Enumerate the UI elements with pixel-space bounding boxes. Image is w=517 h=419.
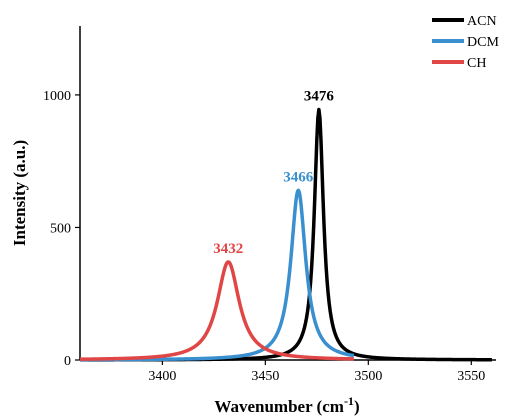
y-tick-label: 1000 [43, 89, 71, 104]
y-tick-label: 0 [64, 354, 71, 369]
peak-label-dcm: 3466 [283, 169, 314, 185]
series-line-ch [78, 260, 355, 361]
peak-labels: 3476 3466 3432 [213, 89, 334, 257]
peak-label-acn: 3476 [304, 89, 335, 105]
axis-ticks: 3400 3450 3500 3550 0 500 1000 [43, 89, 485, 384]
legend-label-ch: CH [467, 56, 486, 71]
x-axis-title: Wavenumber (cm-1) [214, 394, 359, 416]
legend: ACN DCM CH [432, 14, 499, 71]
series-line-acn [79, 107, 493, 362]
legend-label-dcm: DCM [467, 35, 499, 50]
x-tick-label: 3550 [457, 369, 485, 384]
y-axis-title: Intensity (a.u.) [10, 140, 29, 246]
y-tick-label: 500 [50, 221, 71, 236]
peak-label-ch: 3432 [213, 241, 243, 257]
x-tick-label: 3400 [148, 369, 176, 384]
x-tick-label: 3450 [251, 369, 279, 384]
series-lines [78, 107, 493, 362]
legend-label-acn: ACN [467, 14, 497, 29]
x-tick-label: 3500 [354, 369, 382, 384]
